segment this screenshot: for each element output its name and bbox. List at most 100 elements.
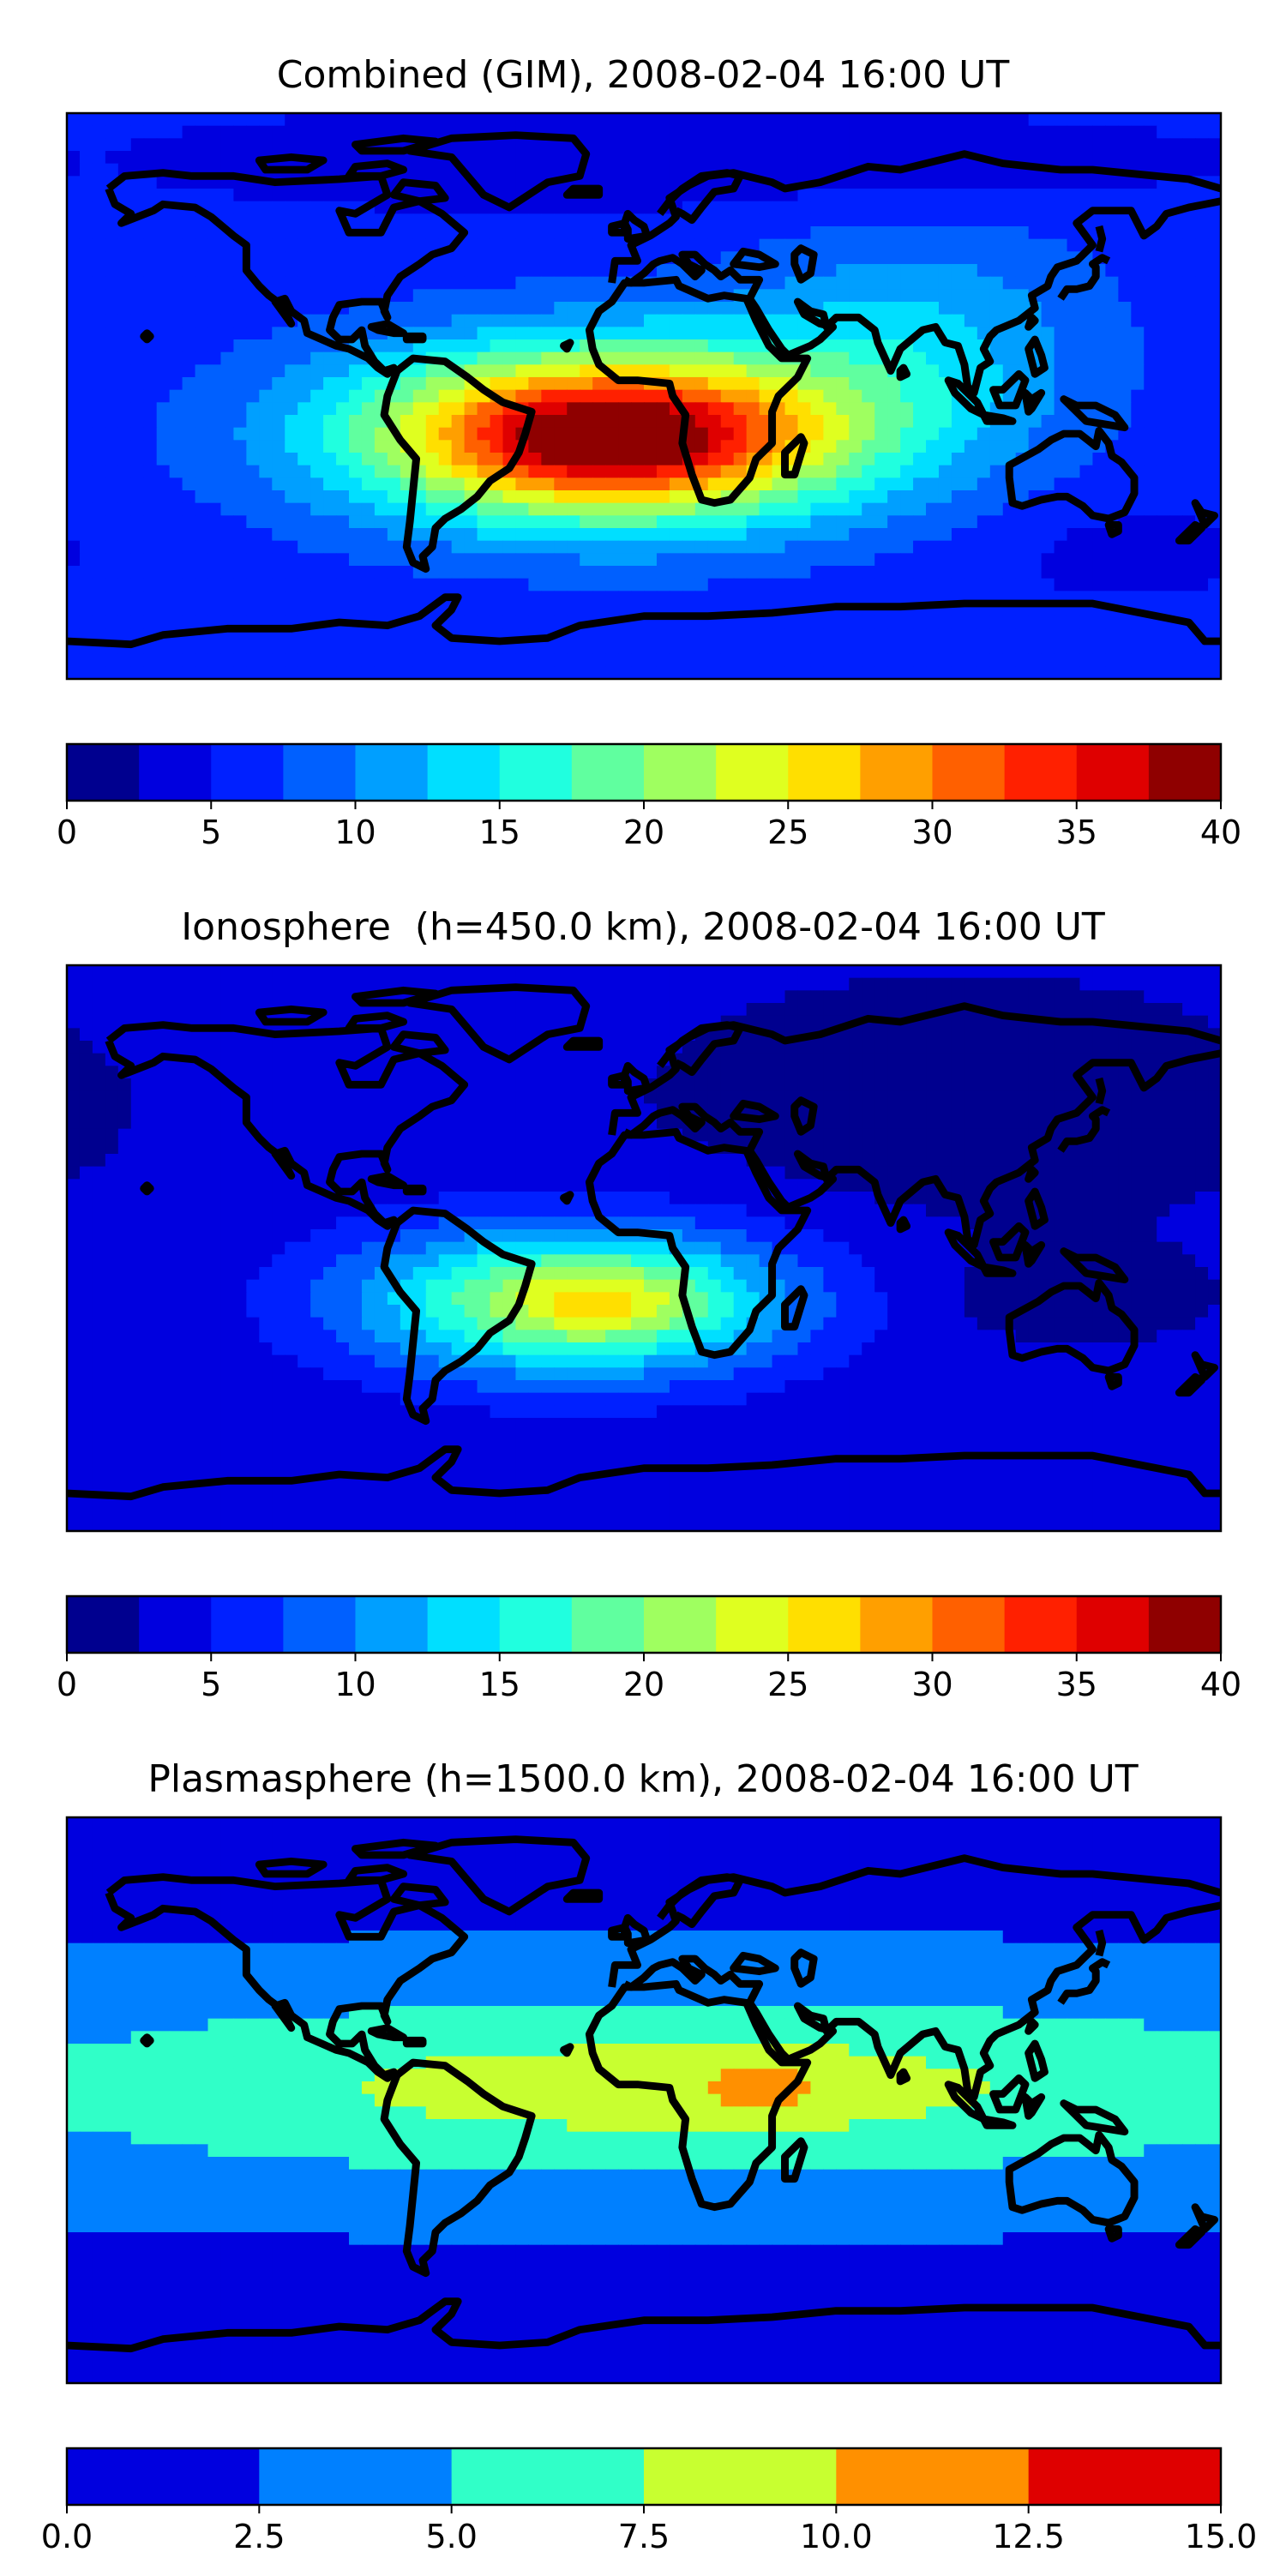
field-cell — [336, 428, 350, 441]
field-cell — [259, 666, 273, 679]
field-cell — [567, 277, 580, 290]
field-cell — [233, 315, 247, 327]
field-cell — [1118, 289, 1132, 302]
field-cell — [208, 302, 222, 315]
field-cell — [1182, 566, 1196, 579]
field-cell — [349, 126, 363, 139]
field-cell — [502, 1066, 516, 1078]
field-cell — [734, 515, 748, 528]
field-cell — [465, 352, 478, 365]
field-cell — [439, 453, 453, 465]
field-cell — [388, 465, 401, 478]
field-cell — [208, 515, 222, 528]
field-cell — [952, 553, 965, 566]
field-cell — [144, 226, 158, 239]
field-cell — [1169, 440, 1183, 453]
field-cell — [900, 553, 914, 566]
field-cell — [926, 138, 940, 151]
field-cell — [836, 616, 850, 629]
field-cell — [1182, 1016, 1196, 1029]
field-cell — [1118, 616, 1132, 629]
field-cell — [939, 352, 952, 365]
field-cell — [478, 164, 491, 177]
field-cell — [1105, 390, 1119, 403]
field-cell — [964, 453, 978, 465]
field-cell — [670, 591, 683, 603]
field-cell — [760, 490, 773, 503]
field-cell — [695, 666, 709, 679]
field-cell — [528, 515, 542, 528]
field-cell — [1003, 277, 1017, 290]
field-cell — [400, 666, 414, 679]
field-cell — [1182, 390, 1196, 403]
field-cell — [220, 201, 234, 214]
field-cell — [580, 440, 593, 453]
field-cell — [118, 515, 132, 528]
field-cell — [900, 591, 914, 603]
field-cell — [567, 352, 580, 365]
field-cell — [631, 1016, 645, 1029]
field-cell — [413, 164, 427, 177]
field-cell — [1016, 616, 1030, 629]
field-cell — [93, 1003, 106, 1016]
field-cell — [93, 490, 106, 503]
field-cell — [580, 302, 593, 315]
field-cell — [708, 990, 722, 1003]
field-cell — [631, 415, 645, 428]
field-cell — [977, 226, 991, 239]
field-cell — [80, 1054, 93, 1066]
field-cell — [336, 402, 350, 415]
field-cell — [157, 990, 171, 1003]
field-cell — [1055, 641, 1068, 654]
field-cell — [400, 591, 414, 603]
field-cell — [1067, 553, 1081, 566]
field-cell — [157, 465, 171, 478]
field-cell — [836, 189, 850, 201]
field-cell — [734, 628, 748, 641]
field-cell — [541, 603, 555, 616]
field-cell — [259, 1066, 273, 1078]
field-cell — [541, 528, 555, 541]
field-cell — [990, 990, 1004, 1003]
field-cell — [310, 503, 324, 516]
field-cell — [605, 1003, 619, 1016]
field-cell — [887, 591, 901, 603]
field-cell — [644, 138, 658, 151]
field-cell — [849, 616, 862, 629]
field-cell — [170, 528, 183, 541]
field-cell — [465, 453, 478, 465]
field-cell — [1067, 965, 1081, 978]
field-cell — [644, 1028, 658, 1041]
field-cell — [580, 1066, 593, 1078]
field-cell — [478, 566, 491, 579]
field-cell — [887, 1028, 901, 1041]
field-cell — [977, 965, 991, 978]
field-cell — [1157, 654, 1170, 667]
field-cell — [836, 201, 850, 214]
field-cell — [580, 1054, 593, 1066]
field-cell — [478, 239, 491, 252]
field-cell — [465, 1054, 478, 1066]
field-cell — [183, 965, 196, 978]
field-cell — [349, 654, 363, 667]
field-cell — [644, 515, 658, 528]
field-cell — [1055, 339, 1068, 352]
field-cell — [170, 151, 183, 164]
field-cell — [1157, 477, 1170, 490]
field-cell — [67, 528, 81, 541]
field-cell — [93, 1078, 106, 1091]
field-cell — [592, 990, 606, 1003]
field-cell — [1055, 616, 1068, 629]
field-cell — [874, 277, 888, 290]
field-cell — [259, 239, 273, 252]
field-cell — [515, 654, 529, 667]
field-cell — [862, 628, 875, 641]
field-cell — [554, 277, 568, 290]
field-cell — [233, 603, 247, 616]
field-cell — [1055, 415, 1068, 428]
field-cell — [1131, 315, 1145, 327]
field-cell — [797, 978, 811, 991]
field-cell — [349, 453, 363, 465]
field-cell — [233, 490, 247, 503]
field-cell — [465, 1066, 478, 1078]
